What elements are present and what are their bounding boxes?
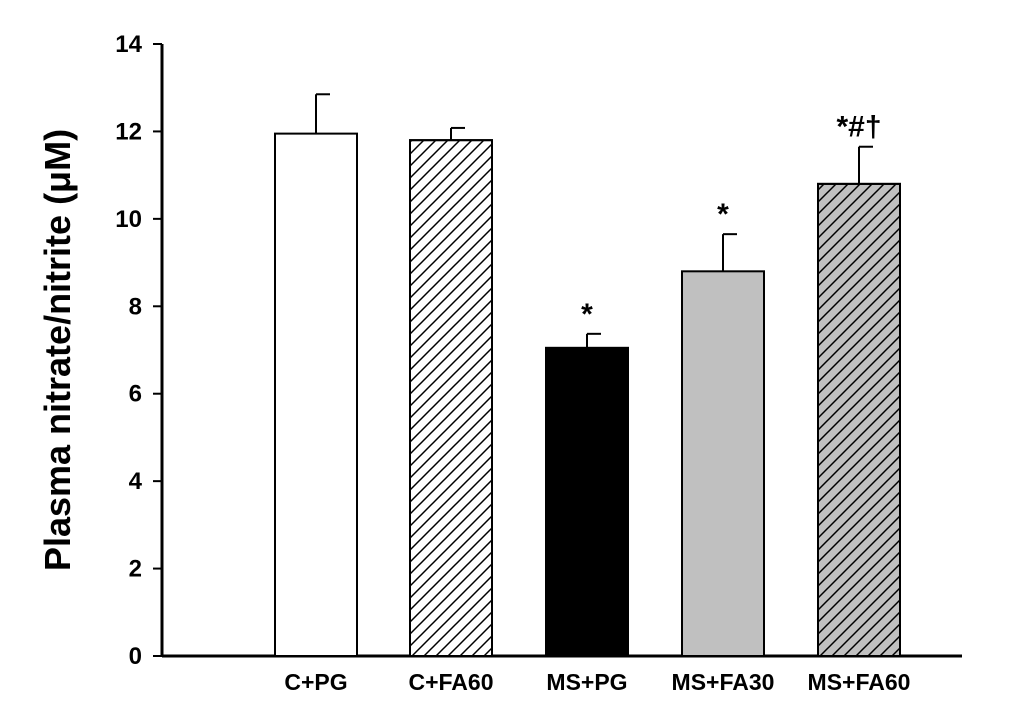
significance-label: *#† <box>836 111 881 144</box>
y-tick-label: 0 <box>129 643 142 670</box>
y-tick-label: 4 <box>129 468 143 495</box>
bar <box>545 346 629 657</box>
y-axis-title: Plasma nitrate/nitrite (μM) <box>37 129 78 571</box>
x-category-label: C+FA60 <box>408 669 493 695</box>
x-category-label: MS+FA60 <box>808 669 911 695</box>
bar-hatch <box>817 182 901 657</box>
y-tick-label: 10 <box>115 206 142 233</box>
y-tick-label: 6 <box>129 381 142 408</box>
labels: 0 2 4 6 8 10 12 14 C+PG C+FA60 MS+PG * MS+FA30 * MS+FA… <box>115 31 910 695</box>
significance-label: * <box>717 198 729 231</box>
bar <box>274 132 358 658</box>
x-category-label: MS+PG <box>546 669 627 695</box>
y-tick-label: 14 <box>115 31 142 58</box>
y-tick-label: 12 <box>115 118 142 145</box>
x-category-label: C+PG <box>284 669 347 695</box>
bars <box>274 93 901 658</box>
bar <box>681 270 765 657</box>
y-tick-label: 2 <box>129 556 142 583</box>
bar-hatch <box>409 139 493 657</box>
significance-label: * <box>581 298 593 331</box>
y-tick-label: 8 <box>129 293 142 320</box>
x-category-label: MS+FA30 <box>672 669 775 695</box>
